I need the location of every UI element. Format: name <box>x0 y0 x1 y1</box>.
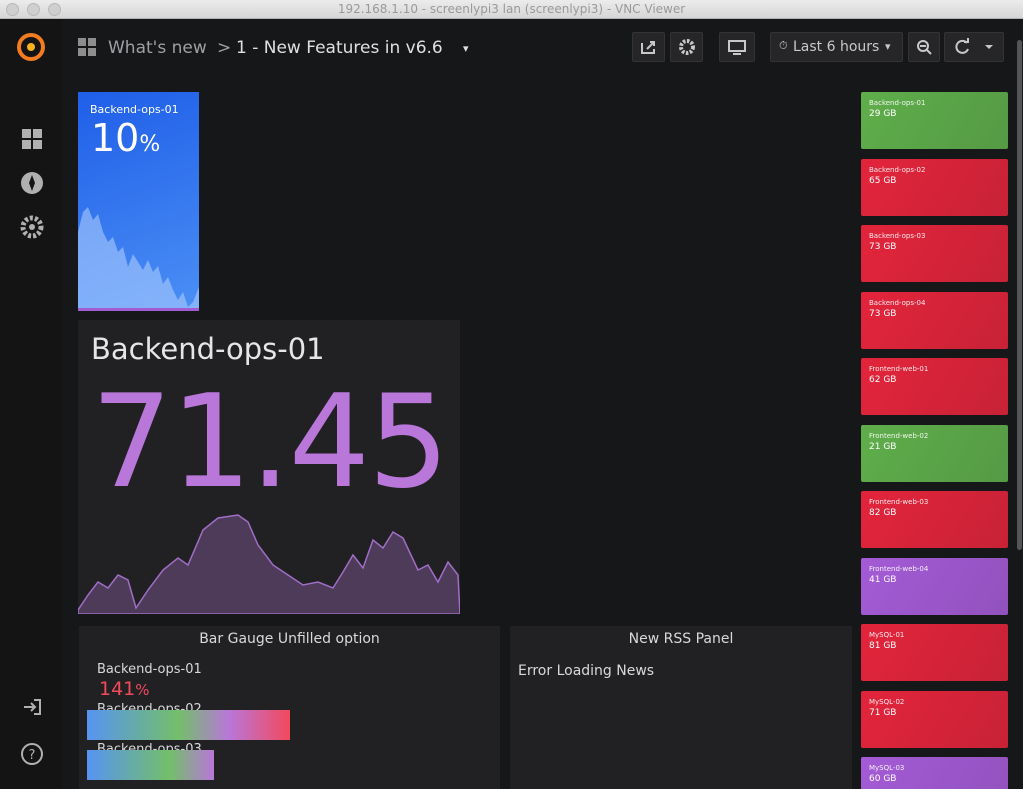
sparkline <box>78 514 460 614</box>
tv-mode-button[interactable] <box>719 32 755 62</box>
window-titlebar: 192.168.1.10 - screenlypi3 lan (screenly… <box>0 0 1023 19</box>
stat-tile: Frontend-web-01 62 GB <box>861 358 1008 415</box>
tile-name: MySQL-01 <box>869 631 905 639</box>
breadcrumb-folder[interactable]: What's new <box>108 38 207 58</box>
sign-in-icon[interactable] <box>24 699 41 715</box>
tile-value: 73 GB <box>869 308 897 319</box>
zoom-out-button[interactable] <box>908 32 940 62</box>
tile-value: 60 GB <box>869 774 897 784</box>
help-icon[interactable]: ? <box>21 743 43 765</box>
gradient-stat-panel: Backend-ops-01 10% <box>78 92 199 311</box>
tile-name: MySQL-03 <box>869 764 905 772</box>
big-stat-panel: Backend-ops-01 71.45 <box>78 320 460 614</box>
stat-tile: Backend-ops-02 65 GB <box>861 158 1008 216</box>
close-button[interactable] <box>6 3 19 16</box>
explore-icon[interactable] <box>21 172 43 194</box>
tile-value: 29 GB <box>869 109 897 119</box>
tile-value: 82 GB <box>869 508 897 518</box>
tile-value: 71 GB <box>869 707 897 718</box>
sidebar-icons: ? <box>17 33 45 765</box>
sidebar: ? <box>0 19 62 789</box>
window-title: 192.168.1.10 - screenlypi3 lan (screenly… <box>337 2 686 16</box>
gauge-value: 141 <box>99 678 136 700</box>
dashboard-grid-icon <box>78 38 96 56</box>
stat-value: 71.45 <box>91 368 449 517</box>
tile-value: 21 GB <box>869 441 897 452</box>
panel-title: Backend-ops-01 <box>90 103 179 116</box>
settings-icon[interactable] <box>20 215 44 239</box>
minimize-button[interactable] <box>27 3 40 16</box>
stat-tile: MySQL-03 60 GB <box>861 757 1008 789</box>
tile-name: Frontend-web-02 <box>869 431 929 440</box>
scrollbar[interactable] <box>1017 40 1022 550</box>
dashboards-icon[interactable] <box>22 129 42 149</box>
zoom-button[interactable] <box>48 3 61 16</box>
stat-tile: MySQL-02 71 GB <box>861 690 1008 748</box>
time-range-label: Last 6 hours <box>793 39 880 55</box>
rss-error: Error Loading News <box>518 663 655 679</box>
tile-name: Backend-ops-03 <box>869 232 926 240</box>
tile-name: Frontend-web-03 <box>869 498 929 506</box>
panel-title: Bar Gauge Unfilled option <box>199 631 380 647</box>
gauge-bar <box>87 750 214 780</box>
tile-name: Backend-ops-01 <box>869 99 926 107</box>
breadcrumb-separator: > <box>217 38 232 58</box>
tile-name: Backend-ops-04 <box>869 298 926 307</box>
panel-title: New RSS Panel <box>628 631 734 647</box>
tile-value: 81 GB <box>869 641 897 651</box>
stat-tile: MySQL-01 81 GB <box>861 624 1008 681</box>
grafana-logo[interactable] <box>17 33 45 61</box>
tile-value: 65 GB <box>869 175 897 186</box>
rss-panel: New RSS Panel Error Loading News <box>510 626 852 789</box>
gauge-row-name: Backend-ops-01 <box>97 662 202 677</box>
stat-tile: Backend-ops-03 73 GB <box>861 225 1008 282</box>
bar-gauge-panel: Bar Gauge Unfilled option Backend-ops-01… <box>79 626 500 789</box>
gauge-bar <box>87 710 290 740</box>
sparkline <box>78 207 199 311</box>
stat-tile: Frontend-web-03 82 GB <box>861 491 1008 548</box>
tile-name: Backend-ops-02 <box>869 165 926 174</box>
refresh-button[interactable] <box>944 32 1004 62</box>
stat-tile: Frontend-web-04 41 GB <box>861 557 1008 615</box>
time-picker[interactable]: ⏱ Last 6 hours ▾ <box>770 32 903 62</box>
stat-tile: Backend-ops-01 29 GB <box>861 92 1008 149</box>
panel-title: Backend-ops-01 <box>91 332 325 366</box>
gauge-unit: % <box>135 681 150 699</box>
dashboard-dropdown-caret[interactable]: ▾ <box>463 42 469 55</box>
stat-tile: Backend-ops-04 73 GB <box>861 291 1008 349</box>
tile-name: Frontend-web-01 <box>869 365 929 373</box>
settings-button[interactable] <box>670 32 703 62</box>
stat-tile: Frontend-web-02 21 GB <box>861 424 1008 482</box>
stat-value: 10 <box>91 116 140 160</box>
tile-value: 73 GB <box>869 242 897 252</box>
share-button[interactable] <box>632 32 665 62</box>
tile-value: 62 GB <box>869 375 897 385</box>
svg-text:?: ? <box>29 748 36 763</box>
dashboard-title[interactable]: 1 - New Features in v6.6 <box>236 38 443 58</box>
tile-name: MySQL-02 <box>869 697 905 706</box>
stat-unit: % <box>139 132 161 157</box>
tile-value: 41 GB <box>869 574 897 585</box>
tile-name: Frontend-web-04 <box>869 564 929 573</box>
